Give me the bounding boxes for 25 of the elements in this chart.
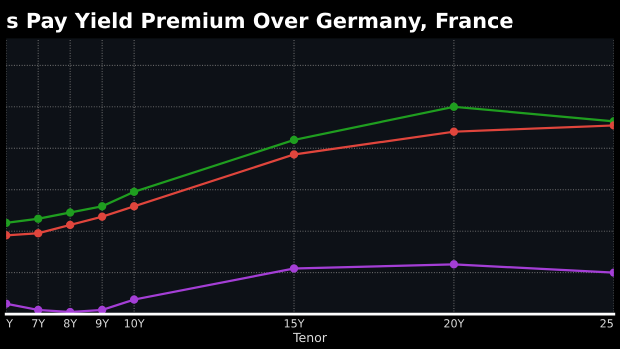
point bbox=[290, 136, 298, 144]
point bbox=[130, 295, 138, 304]
x-tick-label: 9Y bbox=[96, 319, 110, 328]
x-tick-label: 7Y bbox=[32, 319, 46, 328]
x-tick-label: 15Y bbox=[284, 319, 304, 328]
point bbox=[450, 128, 458, 136]
x-tick-label: 20Y bbox=[444, 319, 464, 328]
point bbox=[34, 214, 42, 223]
point bbox=[290, 264, 298, 273]
point bbox=[98, 202, 106, 210]
x-tick-label: 25 bbox=[600, 319, 613, 328]
x-tick-label: 10Y bbox=[124, 319, 145, 328]
point bbox=[98, 212, 106, 221]
point bbox=[130, 188, 138, 196]
point bbox=[66, 208, 74, 217]
x-tick-label: 8Y bbox=[64, 319, 78, 328]
point bbox=[130, 202, 138, 210]
point bbox=[290, 150, 298, 159]
chart-title: s Pay Yield Premium Over Germany, France bbox=[7, 12, 513, 33]
x-tick-label: Y bbox=[6, 319, 14, 328]
point bbox=[450, 102, 458, 111]
point bbox=[450, 260, 458, 269]
x-axis-title: Tenor bbox=[293, 332, 327, 342]
point bbox=[66, 220, 74, 230]
point bbox=[34, 229, 42, 238]
